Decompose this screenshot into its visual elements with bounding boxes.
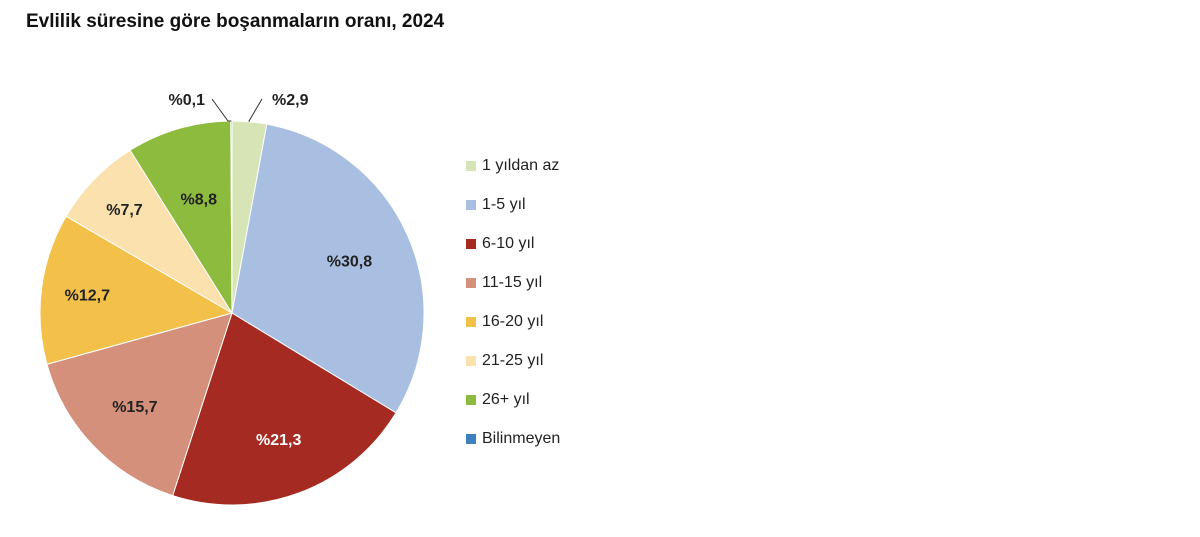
pie-slice-6-10-yil [172,312,397,506]
legend-item-1-5-yil: 1-5 yıl [466,185,560,224]
data-label-bilinmeyen: %0,1 [169,92,206,109]
legend-item-26plus-yil: 26+ yıl [466,380,560,419]
legend-label: 1-5 yıl [482,195,526,213]
legend-item-21-25-yil: 21-25 yıl [466,341,560,380]
legend-swatch [466,316,476,327]
legend-swatch [466,199,476,210]
legend-label: Bilinmeyen [482,429,561,447]
pie-slice-1-5-yil [231,123,425,414]
data-label-21-25-yil: %7,7 [106,202,143,219]
data-label-26plus-yil: %8,8 [181,192,218,209]
legend-label: 11-15 yıl [482,273,543,291]
legend-item-1-yildan-az: 1 yıldan az [466,146,560,185]
legend-swatch [466,355,476,366]
chart-legend: 1 yıldan az 1-5 yıl 6-10 yıl 11-15 yıl 16-20… [466,146,560,458]
legend-swatch [466,160,476,171]
legend-item-16-20-yil: 16-20 yıl [466,302,560,341]
legend-swatch [466,394,476,405]
data-label-1-yildan-az: %2,9 [272,92,309,109]
data-label-16-20-yil: %12,7 [65,287,110,304]
legend-item-bilinmeyen: Bilinmeyen [466,419,560,458]
pie-slice-21-25-yil [65,149,233,314]
legend-item-11-15-yil: 11-15 yıl [466,263,560,302]
legend-item-6-10-yil: 6-10 yıl [466,224,560,263]
leader-line-1-yildan-az [248,98,263,123]
pie-slice-16-20-yil [39,215,234,365]
data-label-11-15-yil: %15,7 [112,399,157,416]
data-label-6-10-yil: %21,3 [256,432,301,449]
data-label-1-5-yil: %30,8 [327,253,372,270]
legend-label: 21-25 yıl [482,351,544,369]
legend-label: 26+ yıl [482,390,530,408]
pie-slice-11-15-yil [46,312,233,497]
pie-slice-26plus-yil [129,120,233,315]
legend-label: 1 yıldan az [482,156,560,174]
legend-label: 6-10 yıl [482,234,535,252]
leader-line-bilinmeyen [211,98,232,122]
legend-swatch [466,277,476,288]
chart-title: Evlilik süresine göre boşanmaların oranı… [26,11,445,32]
legend-swatch [466,238,476,249]
legend-label: 16-20 yıl [482,312,544,330]
legend-swatch [466,433,476,444]
